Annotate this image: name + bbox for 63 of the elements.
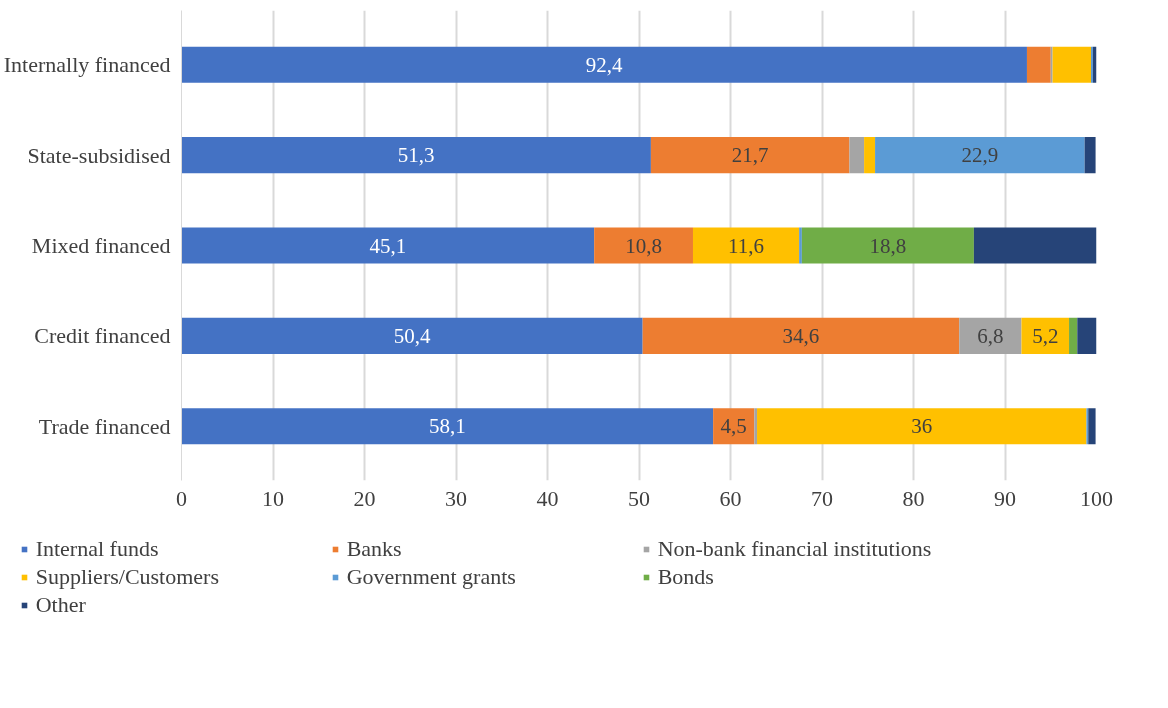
legend-label: Banks [346,536,403,562]
legend-label: Suppliers/Customers [35,564,220,590]
data-label: 5,2 [1032,323,1059,348]
bar [1069,317,1078,354]
bar [801,227,974,264]
x-tick-label: 90 [994,485,1016,511]
data-label: 45,1 [369,233,407,258]
bar [181,137,651,174]
bar [849,137,865,174]
x-tick-label: 60 [719,485,742,511]
bar [1077,317,1097,354]
bar [754,408,758,445]
bar [1088,408,1096,445]
bar [875,137,1085,174]
data-label: 50,4 [393,323,431,348]
x-tick-label: 0 [176,485,187,511]
bar [181,317,643,354]
x-tick-label: 20 [353,485,376,511]
legend-label: Other [35,592,87,618]
data-label: 36 [911,414,933,439]
data-label: 51,3 [397,143,435,168]
bar [757,408,1087,445]
bar [692,227,800,264]
data-label: 22,9 [961,143,999,168]
bar [642,317,960,354]
bar [594,227,693,264]
bar [181,408,714,445]
bar [1052,46,1092,83]
data-label: 58,1 [428,414,466,439]
data-label: 4,5 [720,414,747,439]
legend-label: Internal funds [35,536,160,562]
bar [1026,46,1051,83]
y-tick-label: Credit financed [34,323,171,349]
bar [181,46,1027,83]
legend-label: Bonds [657,564,715,590]
x-tick-label: 40 [536,485,559,511]
y-tick-label: State-subsidised [27,142,171,168]
y-tick-label: Mixed financed [31,233,171,258]
legend-label: Government grants [346,564,517,590]
x-tick-label: 10 [262,485,284,511]
x-tick-label: 80 [902,485,925,511]
bar [1084,137,1096,174]
legend-label: Non-bank financial institutions [657,536,933,562]
data-label: 21,7 [731,143,769,168]
data-label: 92,4 [585,52,624,77]
bar [1021,317,1070,354]
data-label: 10,8 [625,233,662,258]
y-tick-label: Trade financed [38,413,171,439]
bar [864,137,876,174]
bar [799,227,802,264]
bar [959,317,1022,354]
bar [650,137,850,174]
bar [973,227,1097,264]
data-label: 6,8 [977,323,1004,348]
x-tick-label: 50 [628,485,650,511]
data-label: 11,6 [728,233,765,258]
bar [181,227,595,264]
x-tick-label: 70 [811,485,833,511]
data-label: 18,8 [869,233,907,258]
data-label: 34,6 [782,323,820,348]
x-tick-label: 100 [1080,485,1113,511]
y-tick-label: Internally financed [3,52,171,78]
x-tick-label: 30 [445,485,467,511]
